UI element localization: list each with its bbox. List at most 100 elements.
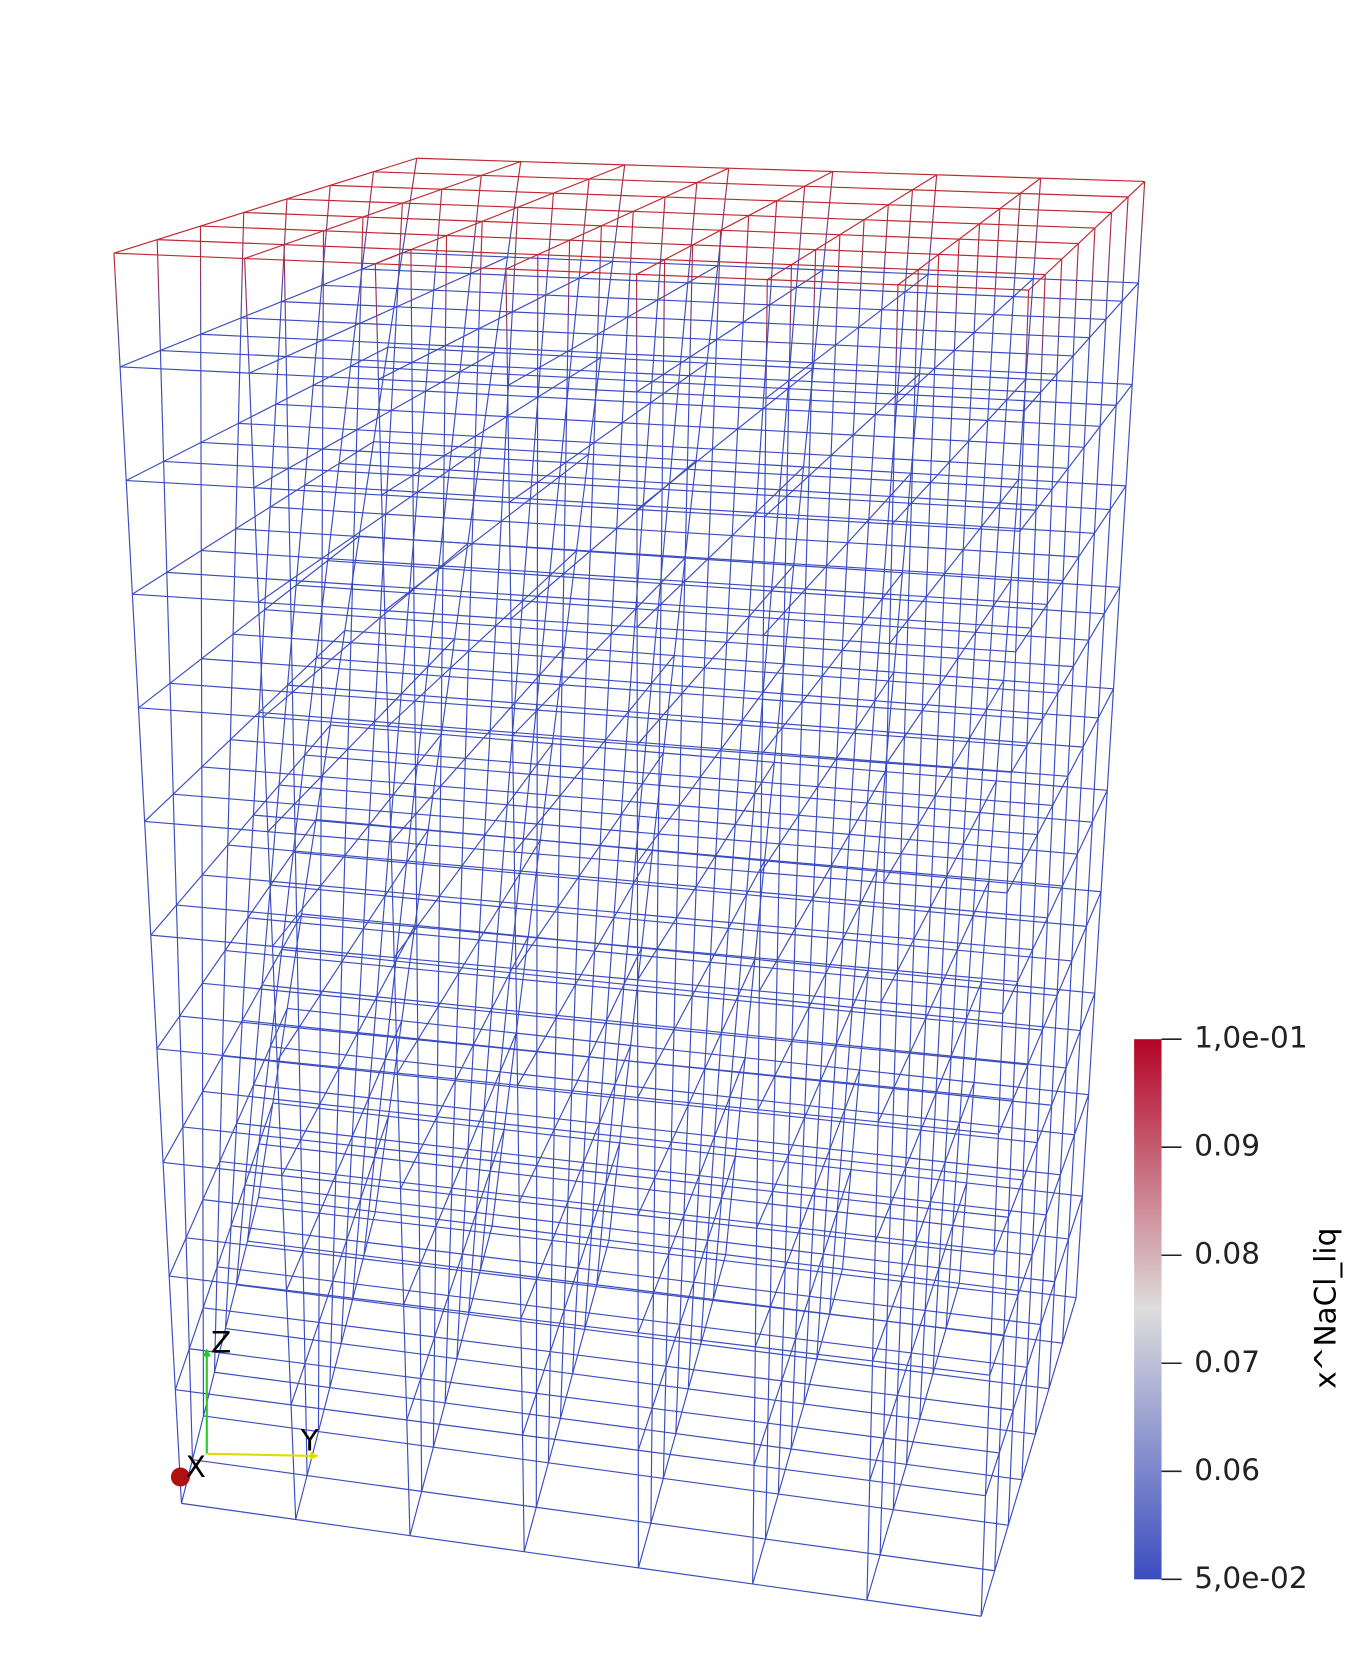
mesh-edge [439,189,443,207]
mesh-edge [798,236,802,254]
mesh-edge [980,410,1025,1617]
mesh-edge [1143,181,1146,199]
mesh-edge [416,157,1145,183]
mesh-edge [914,347,917,367]
mesh-edge [858,309,861,328]
mesh-edge [201,766,1038,836]
mesh-edge [282,250,285,268]
mesh-edge [927,257,931,275]
mesh-edge [657,282,660,300]
mesh-edge [213,317,242,1373]
mesh-edge [1075,280,1078,300]
mesh-edge [173,793,1023,865]
mesh-edge [596,282,689,1285]
mesh-edge [1017,210,1020,228]
mesh-edge [830,171,834,188]
mesh-edge [1060,259,1063,279]
mesh-edge [285,198,288,217]
mesh-edge [330,724,1108,791]
mesh-edge [975,278,978,297]
mesh-edge [156,1048,999,1135]
mesh-edge [919,332,975,1420]
mesh-edge [201,550,1048,605]
mesh-edge [771,252,774,271]
mesh-edge [192,1459,995,1572]
mesh-edge [744,268,747,287]
mesh-edge [361,252,365,270]
mesh-edge [468,295,547,1315]
mesh-edge [1073,318,1076,338]
mesh-edge [202,1199,1019,1296]
mesh-edge [520,1045,632,1319]
mesh-edge [512,557,686,736]
mesh-edge [285,1020,403,1291]
mesh-edge [993,993,1096,1255]
tick-label: 0.08 [1194,1237,1260,1271]
mesh-edge [363,236,367,253]
mesh-edge [862,219,865,238]
mesh-edge [937,254,940,274]
mesh-edge [174,1102,274,1390]
mesh-edge [401,236,406,253]
mesh-edge [327,560,1105,615]
mesh-edge [687,266,690,283]
mesh-edge [189,1348,1000,1454]
mesh-edge [994,279,997,297]
mesh-edge [1124,231,1127,250]
mesh-edge [438,206,442,223]
mesh-edge [180,1197,260,1504]
mesh-edge [659,248,662,266]
mesh-edge [507,385,525,1552]
mesh-edge [399,220,403,238]
mesh-edge [375,164,625,265]
mesh-edge [511,294,514,312]
mesh-edge [359,305,362,324]
mesh-edge [757,870,878,1110]
mesh-edge [636,368,814,510]
mesh-edge [246,315,249,335]
mesh-edge [323,235,327,253]
mesh-edge [910,189,914,207]
mesh-edge [551,193,555,211]
mesh-edge [1010,587,1121,773]
mesh-edge [244,277,247,297]
mesh-edge [361,268,1123,302]
mesh-edge [663,196,666,215]
mesh-edge [1033,245,1037,262]
mesh-edge [202,1090,1023,1181]
mesh-edge [1076,262,1079,282]
mesh-edge [1040,353,1043,373]
mesh-edge [523,1240,610,1552]
mesh-edge [132,593,1016,653]
mesh-edge [1040,372,1042,393]
mesh-edge [272,1102,1083,1197]
mesh-edge [813,287,816,307]
mesh-edge [241,317,1074,357]
mesh-edge [1006,688,1115,894]
mesh-edge [627,299,630,318]
mesh-edge [179,1015,1014,1100]
mesh-edge [874,981,983,1242]
mesh-edge [1125,214,1128,232]
mesh-edge [363,273,472,1256]
mesh-edge [1032,261,1036,279]
mesh-edge [758,771,886,992]
mesh-edge [905,350,955,1465]
mesh-edge [325,218,328,236]
mesh-edge [629,246,632,265]
mesh-edge [956,276,959,295]
mesh-edge [159,332,161,351]
mesh-edge [994,392,1042,1571]
mesh-edge [612,245,616,262]
mesh-edge [934,330,937,350]
mesh-edge [841,274,929,1270]
mesh-edge [316,657,1099,719]
mesh-edge [144,630,346,822]
mesh-edge [637,762,775,981]
mesh-edge [877,881,990,1123]
mesh-edge [997,891,1102,1135]
mesh-edge [1057,335,1060,356]
mesh-edge [359,287,362,306]
mesh-edge [953,331,956,351]
mesh-edge [1092,246,1095,265]
